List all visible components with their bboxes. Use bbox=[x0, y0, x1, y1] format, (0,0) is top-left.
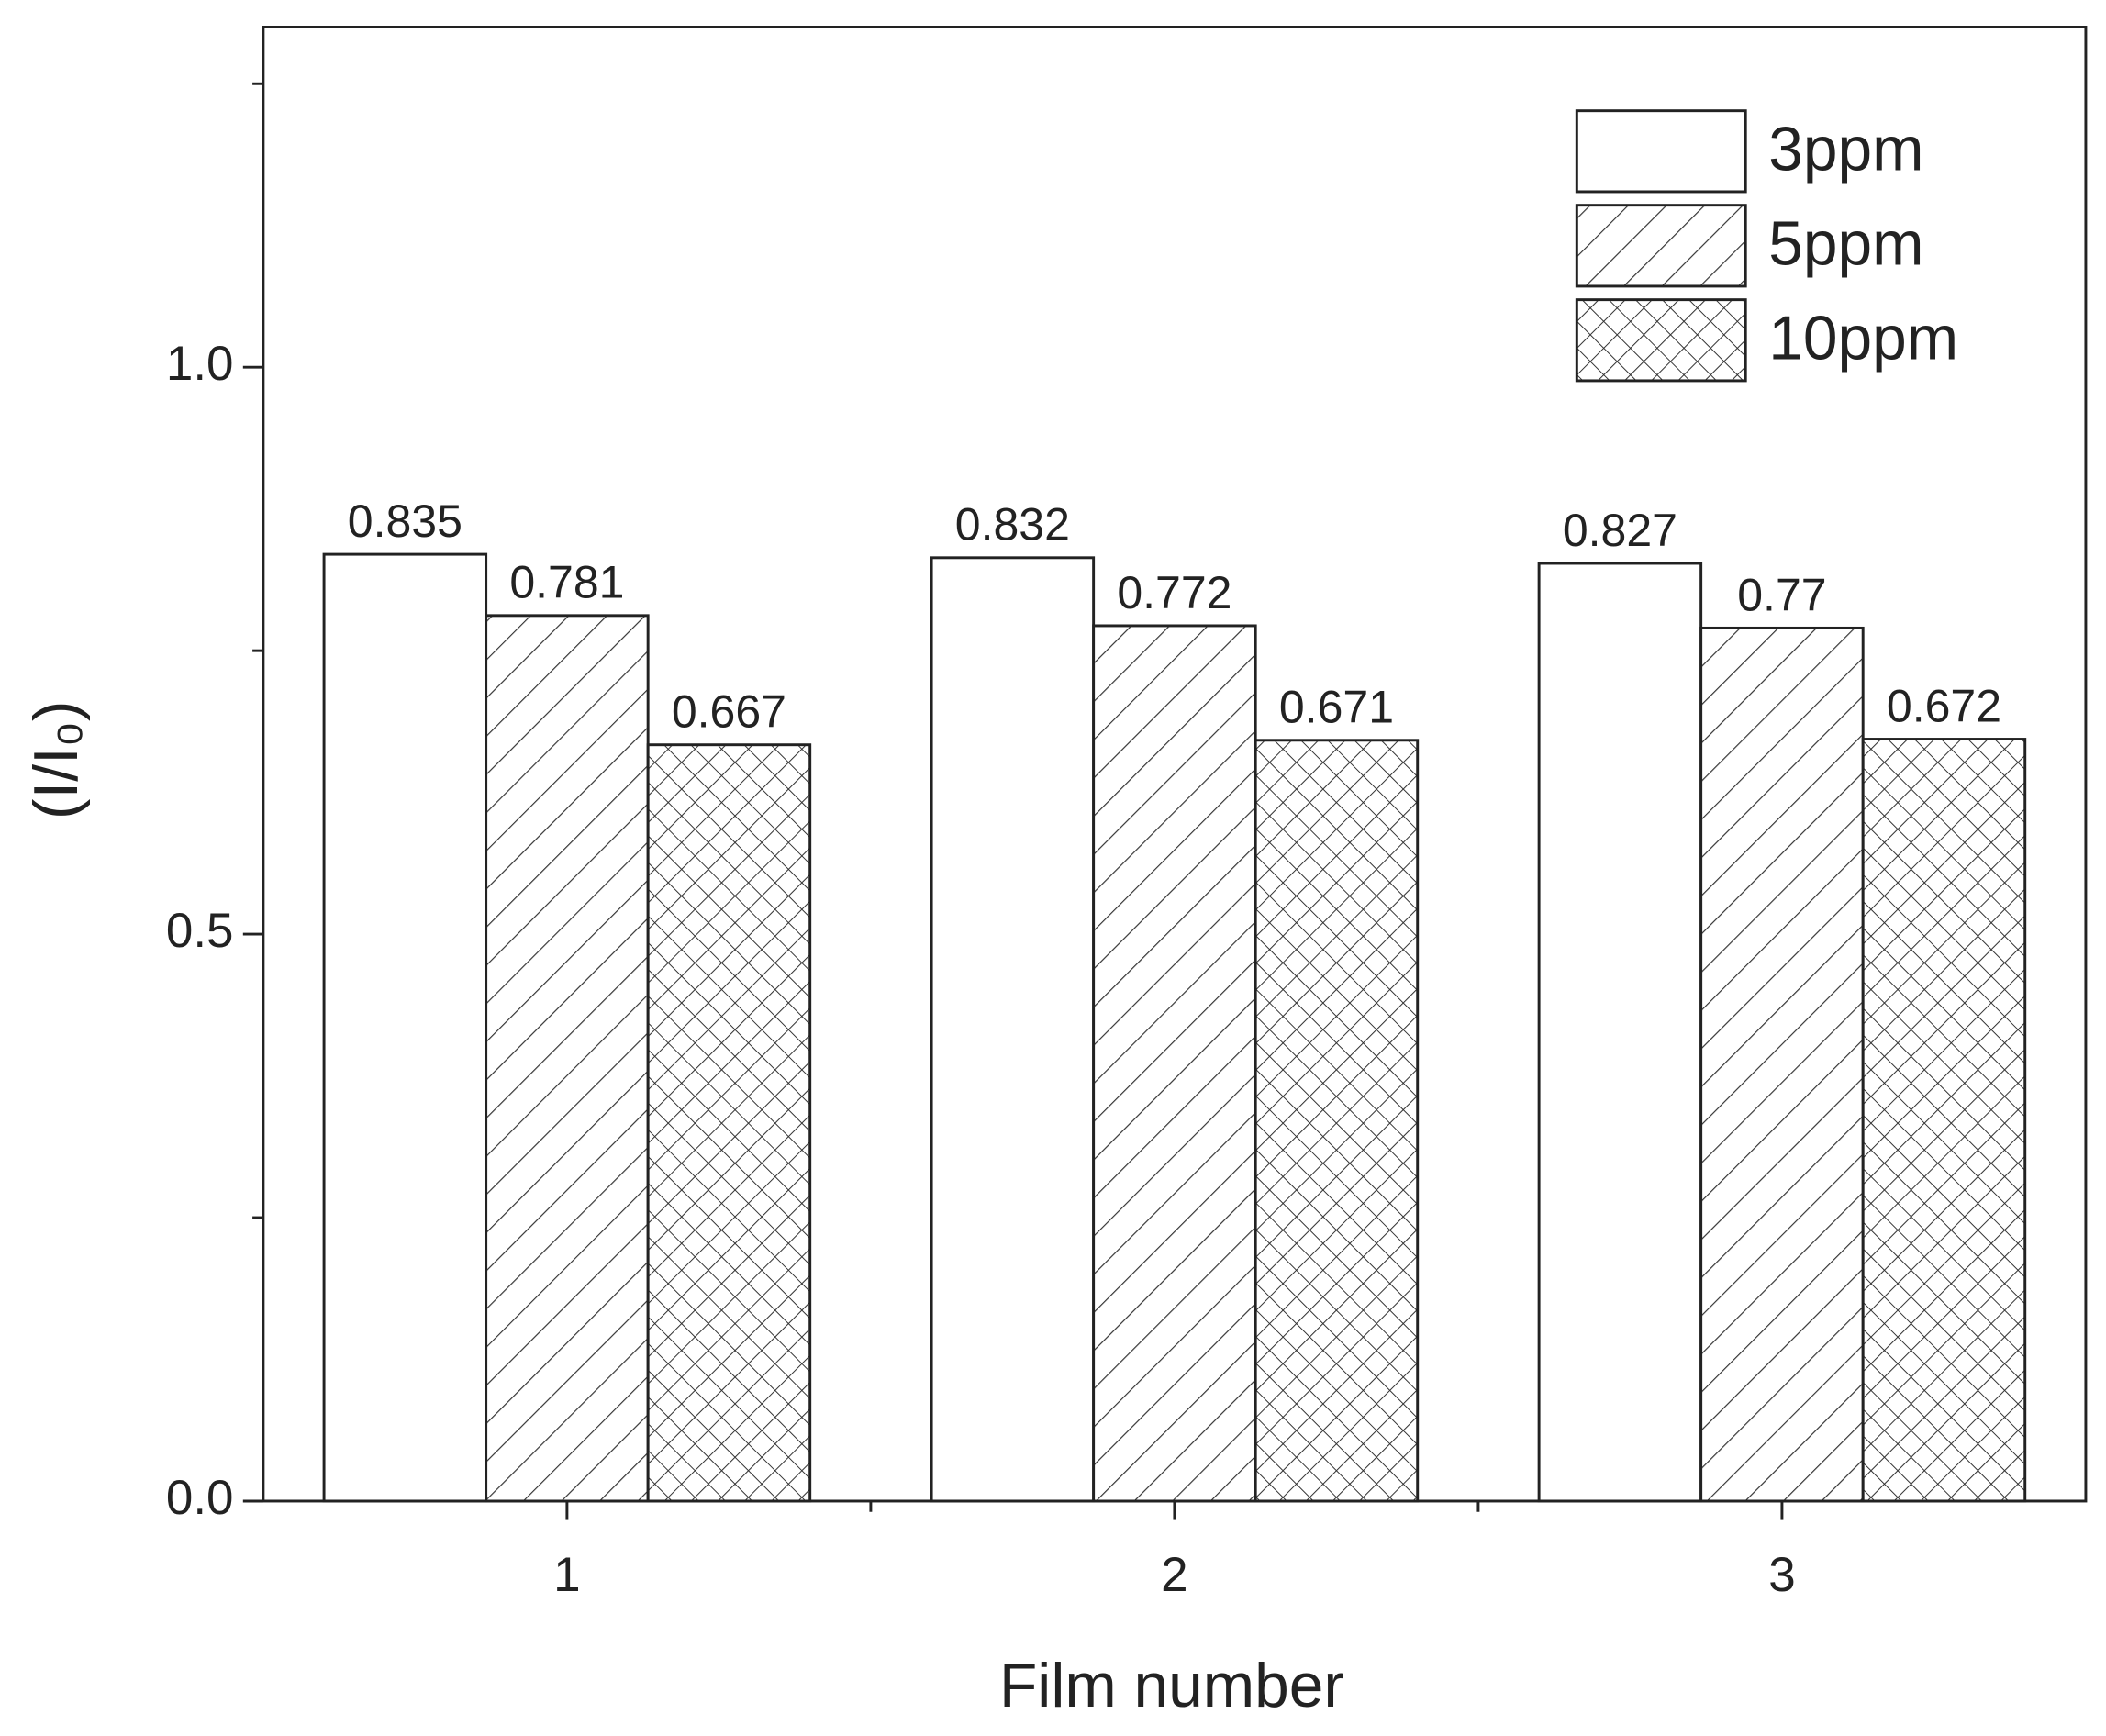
x-tick-label: 3 bbox=[1768, 1548, 1795, 1602]
y-tick-label: 0.0 bbox=[166, 1471, 234, 1525]
x-tick-label: 1 bbox=[553, 1548, 580, 1602]
legend-label: 10ppm bbox=[1768, 305, 1958, 373]
bar bbox=[1092, 624, 1257, 1503]
bar bbox=[1537, 562, 1703, 1503]
value-label: 0.781 bbox=[509, 557, 624, 608]
bar bbox=[485, 614, 650, 1503]
x-axis-label: Film number bbox=[999, 1652, 1344, 1720]
bar bbox=[1699, 626, 1865, 1503]
legend-swatch bbox=[1575, 109, 1747, 194]
x-tick-label: 2 bbox=[1161, 1548, 1187, 1602]
value-label: 0.672 bbox=[1887, 680, 2001, 731]
legend-label: 3ppm bbox=[1768, 116, 1923, 184]
y-tick-label: 1.0 bbox=[166, 337, 234, 391]
value-label: 0.772 bbox=[1117, 567, 1231, 618]
value-label: 0.667 bbox=[672, 686, 786, 738]
y-axis-label: (I/I₀) bbox=[22, 701, 91, 820]
legend-swatch bbox=[1575, 298, 1747, 383]
value-label: 0.835 bbox=[348, 495, 462, 547]
legend-swatch bbox=[1575, 204, 1747, 288]
y-tick-label: 0.5 bbox=[166, 904, 234, 958]
bar bbox=[1254, 739, 1420, 1503]
value-label: 0.832 bbox=[955, 499, 1070, 551]
bar bbox=[930, 556, 1096, 1503]
bar bbox=[1861, 738, 2027, 1503]
value-label: 0.827 bbox=[1563, 505, 1677, 556]
legend-label: 5ppm bbox=[1768, 210, 1923, 279]
value-label: 0.77 bbox=[1737, 569, 1826, 620]
bar bbox=[646, 743, 812, 1503]
value-label: 0.671 bbox=[1279, 682, 1394, 733]
bar bbox=[322, 552, 488, 1503]
